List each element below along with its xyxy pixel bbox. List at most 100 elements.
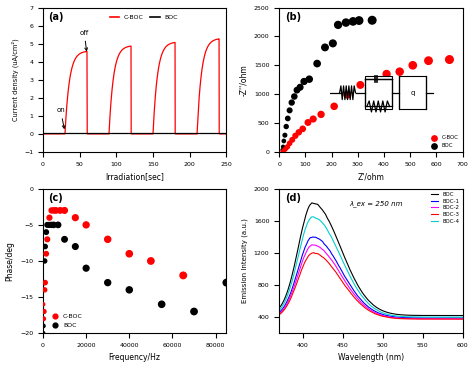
BOC-1 <box>402 315 408 320</box>
BOC-3 <box>419 317 425 321</box>
X-axis label: Frequency/Hz: Frequency/Hz <box>109 353 161 362</box>
BOC-2 <box>309 243 315 247</box>
Point <box>40 323 47 329</box>
Point <box>344 92 351 98</box>
BOC-1 <box>357 297 363 301</box>
BOC <box>402 313 408 317</box>
BOC-3 <box>295 278 301 282</box>
Point <box>286 140 293 146</box>
Point <box>279 144 287 150</box>
BOC-4 <box>351 280 356 285</box>
Point <box>355 18 363 24</box>
Point <box>82 222 90 228</box>
Text: off: off <box>80 30 89 51</box>
Line: BOC-4: BOC-4 <box>279 217 463 317</box>
Point <box>289 137 296 143</box>
BOC-4 <box>460 315 465 319</box>
Point <box>313 61 321 67</box>
Point <box>82 265 90 271</box>
BOC-4 <box>423 315 428 319</box>
BOC-2 <box>351 291 356 296</box>
BOC <box>460 313 465 318</box>
Point <box>334 22 342 28</box>
Point <box>61 208 68 213</box>
Point <box>56 208 64 213</box>
BOC <box>351 275 356 279</box>
Point <box>50 222 57 228</box>
Point <box>46 215 53 220</box>
BOC-3 <box>460 317 465 321</box>
X-axis label: Irradiation[sec]: Irradiation[sec] <box>105 172 164 181</box>
BOC <box>456 313 461 318</box>
Point <box>282 146 290 152</box>
Point <box>72 215 79 220</box>
BOC-3 <box>351 294 356 299</box>
Point <box>295 130 302 135</box>
Point <box>44 236 51 242</box>
Point <box>291 93 298 99</box>
Line: BOC-3: BOC-3 <box>279 253 463 319</box>
Point <box>42 229 50 235</box>
BOC-1 <box>276 310 282 315</box>
Point <box>286 107 293 113</box>
Point <box>223 280 230 286</box>
Point <box>42 251 50 257</box>
Point <box>300 78 308 84</box>
Point <box>158 301 165 307</box>
Point <box>39 301 47 307</box>
BOC-2 <box>357 299 363 304</box>
Point <box>190 308 198 314</box>
Legend: C-BOC, BOC: C-BOC, BOC <box>107 12 181 22</box>
BOC-4 <box>456 315 461 319</box>
Point <box>104 280 111 286</box>
Point <box>40 280 48 286</box>
Point <box>40 308 47 314</box>
Point <box>396 69 403 75</box>
Point <box>370 81 377 87</box>
Point <box>317 112 325 117</box>
Point <box>46 222 53 228</box>
Point <box>310 116 317 122</box>
BOC-4 <box>295 256 301 260</box>
BOC-1 <box>445 316 451 320</box>
BOC-3 <box>311 251 317 255</box>
Y-axis label: -Z''/ohm: -Z''/ohm <box>239 64 248 96</box>
Point <box>305 76 313 82</box>
BOC-4 <box>310 215 316 219</box>
X-axis label: Z'/ohm: Z'/ohm <box>357 172 384 181</box>
Point <box>281 147 288 153</box>
Point <box>41 287 48 293</box>
Point <box>383 71 391 77</box>
Y-axis label: Current density (uA/cm²): Current density (uA/cm²) <box>11 38 18 121</box>
Point <box>280 138 288 144</box>
Point <box>280 148 287 154</box>
Point <box>126 287 133 293</box>
BOC-4 <box>276 308 282 313</box>
Point <box>48 222 55 228</box>
Point <box>330 103 338 109</box>
Text: on: on <box>56 107 65 128</box>
Point <box>446 57 453 63</box>
BOC-2 <box>438 316 444 321</box>
Line: BOC-2: BOC-2 <box>279 245 463 319</box>
BOC <box>419 313 425 318</box>
BOC-3 <box>459 317 465 321</box>
Text: (b): (b) <box>284 12 301 22</box>
Point <box>39 330 47 336</box>
Point <box>281 132 289 138</box>
Y-axis label: Phase/deg: Phase/deg <box>6 241 15 281</box>
Text: (d): (d) <box>284 193 301 203</box>
Point <box>321 45 329 50</box>
BOC-2 <box>423 316 428 321</box>
BOC-3 <box>276 313 282 317</box>
BOC-1 <box>419 316 425 320</box>
Point <box>283 124 290 130</box>
BOC <box>357 287 363 291</box>
Point <box>342 20 350 25</box>
Point <box>104 236 111 242</box>
Point <box>368 17 376 23</box>
BOC-1 <box>310 235 315 239</box>
Point <box>44 222 51 228</box>
Point <box>304 120 312 125</box>
Point <box>40 308 48 314</box>
